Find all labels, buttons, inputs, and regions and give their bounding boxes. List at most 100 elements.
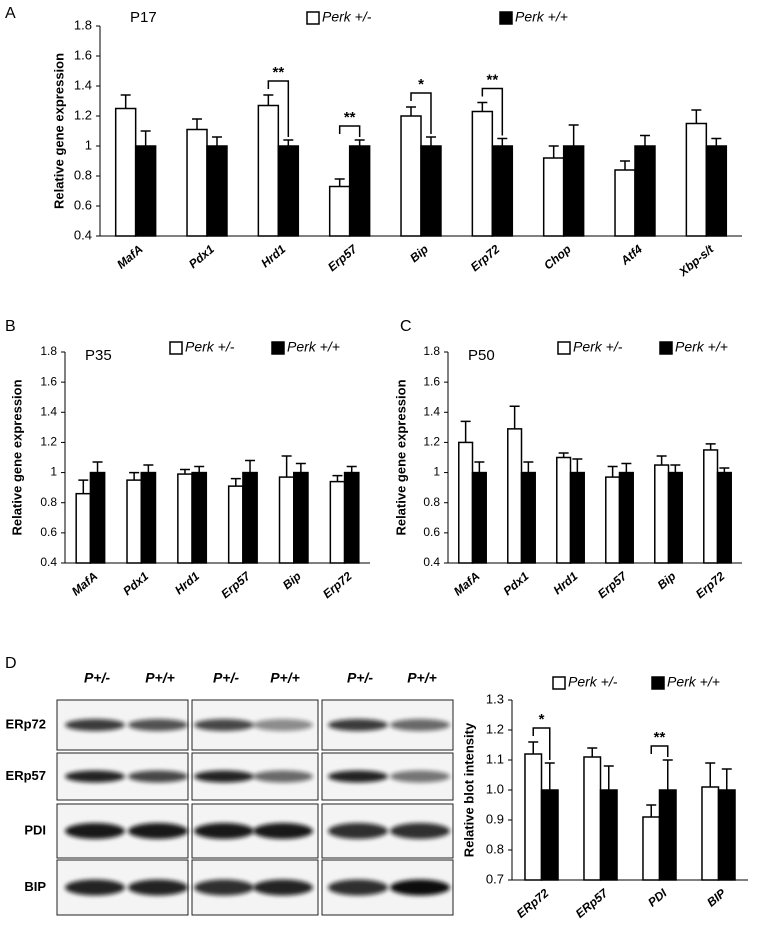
x-tick-label: Pdx1 — [186, 242, 217, 271]
bar — [583, 756, 602, 881]
legend-swatch — [651, 676, 665, 690]
error-bar — [192, 118, 203, 130]
y-tick-label: 1.0 — [486, 781, 504, 796]
error-bar — [548, 145, 559, 158]
bar — [599, 789, 618, 881]
bar — [703, 449, 719, 564]
bar — [89, 471, 106, 564]
bar — [293, 471, 309, 564]
row-label: BIP — [24, 879, 46, 894]
error-bar — [263, 94, 274, 106]
blot-band — [328, 719, 388, 731]
y-tick-label: 0.8 — [74, 167, 92, 182]
bar — [605, 476, 621, 564]
blot-band — [390, 823, 450, 839]
y-tick-label: 0.6 — [74, 197, 92, 212]
blot-band — [328, 770, 388, 783]
legend-label: Perk +/+ — [667, 674, 720, 690]
legend-swatch — [552, 676, 566, 690]
bar — [471, 110, 494, 237]
lane-label: P+/- — [347, 670, 373, 686]
bar — [685, 122, 708, 237]
y-tick-label: 0.8 — [486, 841, 504, 856]
bar — [716, 471, 732, 564]
legend-label: Perk +/- — [185, 339, 235, 355]
x-tick-label: Erp57 — [595, 568, 631, 601]
legend-swatch — [271, 341, 285, 355]
x-tick-label: MafA — [69, 569, 100, 599]
blot-band — [253, 879, 313, 896]
y-tick-label: 1.6 — [40, 374, 57, 388]
y-tick-label: 1.4 — [423, 404, 440, 418]
error-bar — [332, 474, 343, 482]
x-tick-label: Pdx1 — [500, 569, 531, 598]
bar — [420, 145, 442, 237]
bar — [242, 471, 258, 564]
annotation: P50 — [468, 347, 495, 364]
blot-band — [194, 770, 254, 783]
y-tick-label: 1.2 — [423, 435, 440, 449]
bar — [177, 473, 193, 564]
error-bar — [603, 765, 614, 790]
x-tick-label: Chop — [541, 242, 573, 272]
bar — [569, 471, 585, 564]
blot-band — [390, 879, 450, 896]
significance-bracket — [481, 87, 504, 136]
legend-label: Perk +/+ — [515, 9, 568, 25]
bar — [278, 476, 295, 564]
panel-label: A — [5, 5, 16, 22]
y-tick-label: 0.7 — [486, 871, 504, 886]
x-tick-label: Bip — [655, 569, 679, 592]
legend-label: Perk +/- — [568, 674, 618, 690]
significance-bracket — [410, 92, 432, 134]
blot-band — [194, 823, 254, 839]
x-tick-label: Erp57 — [218, 568, 254, 601]
error-bar — [558, 452, 569, 458]
x-tick-label: Hrd1 — [172, 569, 202, 598]
error-bar — [721, 768, 732, 790]
blot-band — [128, 879, 188, 896]
error-bar — [670, 464, 681, 473]
blot-band — [390, 719, 450, 731]
blot-band — [128, 823, 188, 839]
error-bar — [425, 136, 436, 146]
bar — [134, 145, 157, 237]
error-bar — [544, 762, 555, 790]
x-tick-label: Xbp-s/t — [675, 241, 717, 279]
blot-band — [65, 879, 125, 896]
blot-band — [253, 719, 313, 731]
blot-band — [194, 719, 254, 731]
bar — [126, 479, 143, 564]
error-bar — [656, 455, 667, 466]
lane-label: P+/+ — [407, 670, 437, 686]
bar — [520, 471, 536, 564]
y-tick-label: 1.2 — [74, 107, 92, 122]
error-bar — [78, 479, 89, 494]
legend-label: Perk +/+ — [287, 339, 340, 355]
blot-band — [253, 823, 313, 839]
bar — [186, 128, 208, 237]
legend-label: Perk +/- — [573, 339, 623, 355]
bar — [717, 789, 736, 881]
error-bar — [621, 462, 632, 473]
bar — [556, 456, 572, 564]
x-tick-label: Bip — [280, 569, 304, 592]
error-bar — [691, 109, 702, 124]
legend-label: Perk +/+ — [675, 339, 728, 355]
x-tick-label: Atf4 — [617, 242, 645, 269]
y-tick-label: 0.8 — [423, 495, 440, 509]
y-axis-title: Relative blot intensity — [461, 722, 476, 857]
y-axis-title: Relative gene expression — [51, 53, 66, 209]
blot-band — [253, 770, 313, 783]
bar — [140, 471, 157, 564]
annotation: P17 — [130, 9, 157, 26]
bar — [701, 786, 720, 881]
x-tick-label: Bip — [407, 242, 431, 265]
bar — [328, 185, 351, 237]
y-tick-label: 1.1 — [486, 751, 504, 766]
y-tick-label: 1.2 — [40, 435, 57, 449]
bar — [114, 107, 137, 237]
error-bar — [719, 467, 730, 473]
legend-swatch — [557, 341, 571, 355]
